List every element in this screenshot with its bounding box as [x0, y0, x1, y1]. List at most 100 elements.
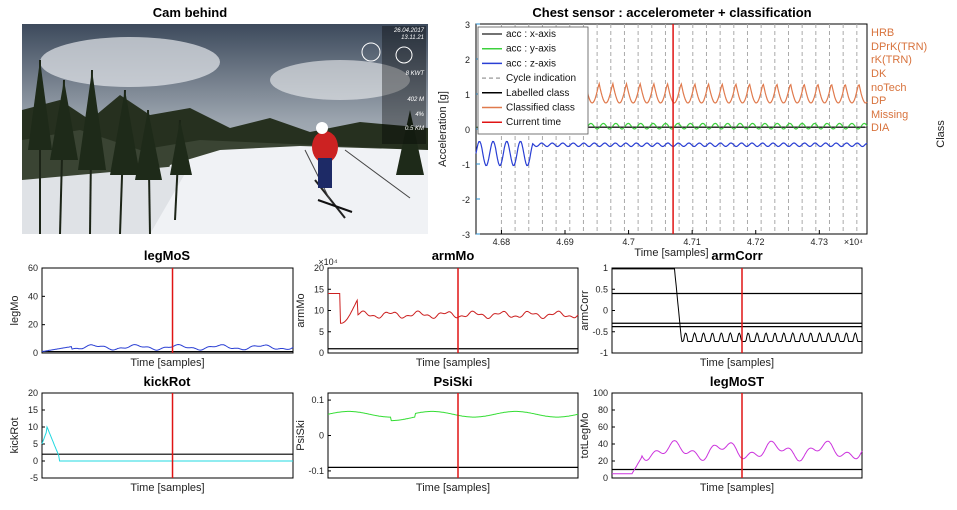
armMo-y-tick-label-1: 5	[319, 327, 324, 337]
PsiSki-y-tick-label-1: 0	[319, 431, 324, 441]
chest-right-y-label: Class	[935, 120, 947, 148]
legMoST-y-tick-label-4: 80	[598, 405, 608, 415]
chest-x-tick-label-4: 4.72	[747, 237, 765, 247]
camera-title: Cam behind	[152, 5, 228, 20]
chest-y-tick-label-0: -3	[462, 230, 470, 240]
kickRot-y-tick-label-0: -5	[30, 473, 38, 483]
legend-box	[477, 26, 589, 135]
legMoST-chart: 0 20 40 60 80 100 totLegMo Time [samples]	[579, 388, 863, 494]
chest-chart-title: Chest sensor : accelerometer + classific…	[532, 5, 812, 20]
armMo-y-tick-label-0: 0	[319, 348, 324, 358]
class-label-5: DP	[871, 95, 886, 107]
PsiSki-plot-area	[327, 392, 579, 479]
kickRot-y-tick-label-3: 10	[28, 422, 38, 432]
legMoST-plot-area	[611, 392, 863, 479]
legMoS-chart: 0 20 40 60 legMo Time [samples]	[9, 263, 294, 369]
kickRot-y-label: kickRot	[9, 417, 21, 453]
chest-y-tick-label-1: -2	[462, 195, 470, 205]
legMoST-y-tick-label-2: 40	[598, 439, 608, 449]
PsiSki-x-label: Time [samples]	[416, 482, 490, 494]
armMo-plot-area	[327, 267, 579, 354]
chest-x-tick-label-2: 4.7	[622, 237, 635, 247]
legMoS-plot-area	[41, 267, 294, 354]
legend-entry-3: Cycle indication	[506, 73, 576, 84]
chest-x-tick-label-5: 4.73	[811, 237, 829, 247]
class-label-6: Missing	[871, 109, 908, 121]
legend-entry-6: Current time	[506, 117, 561, 128]
chest-y-tick-label-4: 1	[465, 90, 470, 100]
legMoS-y-tick-label-2: 40	[28, 291, 38, 301]
chest-x-tick-label-1: 4.69	[556, 237, 574, 247]
chest-x-tick-label-3: 4.71	[683, 237, 701, 247]
legend-entry-5: Classified class	[506, 103, 575, 114]
legend-entry-2: acc : z-axis	[506, 58, 556, 69]
armCorr-title: armCorr	[711, 248, 763, 263]
legMoST-signal-line	[612, 440, 863, 475]
PsiSki-title: PsiSki	[433, 374, 473, 389]
chest-x-exponent: ×10⁴	[844, 237, 863, 247]
legend-entry-0: acc : x-axis	[506, 29, 556, 40]
armCorr-y-label: armCorr	[579, 290, 591, 331]
kickRot-y-tick-label-5: 20	[28, 388, 38, 398]
class-label-0: HRB	[871, 27, 894, 39]
acc-z-line	[475, 140, 868, 167]
kickRot-title: kickRot	[143, 374, 191, 389]
class-label-2: rK(TRN)	[871, 54, 912, 66]
PsiSki-y-tick-label-2: 0.1	[311, 395, 324, 405]
class-label-4: noTech	[871, 82, 906, 94]
classified-class-line	[545, 81, 868, 104]
chest-x-tick-label-0: 4.68	[493, 237, 511, 247]
chest-y-tick-label-6: 3	[465, 20, 470, 30]
PsiSki-y-tick-label-0: -0.1	[308, 466, 324, 476]
kickRot-chart: -5 0 5 10 15 20 kickRot Time [samples]	[9, 388, 294, 494]
armCorr-signal-line	[612, 268, 862, 342]
legMoS-x-label: Time [samples]	[130, 357, 204, 369]
armMo-signal-line	[328, 293, 579, 324]
armMo-y-tick-label-4: 20	[314, 263, 324, 273]
class-label-7: DIA	[871, 122, 890, 134]
armCorr-y-tick-label-1: -0.5	[592, 327, 608, 337]
armCorr-y-tick-label-0: -1	[600, 348, 608, 358]
legMoST-y-tick-label-0: 0	[603, 473, 608, 483]
legend-entry-4: Labelled class	[506, 88, 569, 99]
armMo-y-exponent: ×10⁴	[318, 257, 337, 267]
armMo-y-tick-label-3: 15	[314, 284, 324, 294]
armMo-x-label: Time [samples]	[416, 357, 490, 369]
PsiSki-chart: -0.1 0 0.1 PsiSki Time [samples]	[295, 392, 579, 494]
legMoS-y-label: legMo	[9, 296, 21, 326]
kickRot-y-tick-label-2: 5	[33, 439, 38, 449]
armMo-y-label: armMo	[295, 293, 307, 327]
kickRot-signal-line	[41, 425, 293, 462]
armCorr-y-tick-label-4: 1	[603, 263, 608, 273]
legMoS-title: legMoS	[143, 248, 191, 263]
chest-y-tick-label-5: 2	[465, 55, 470, 65]
PsiSki-signal-line	[327, 410, 579, 422]
class-label-1: DPrK(TRN)	[871, 41, 927, 53]
armMo-title: armMo	[431, 248, 475, 263]
armCorr-y-tick-label-3: 0.5	[595, 284, 608, 294]
kickRot-y-tick-label-4: 15	[28, 405, 38, 415]
legMoST-y-label: totLegMo	[579, 413, 591, 459]
legMoS-signal-line	[41, 343, 294, 353]
armMo-y-tick-label-2: 10	[314, 306, 324, 316]
legMoST-y-tick-label-3: 60	[598, 422, 608, 432]
legend-entry-1: acc : y-axis	[506, 44, 556, 55]
legMoS-y-tick-label-3: 60	[28, 263, 38, 273]
chest-y-tick-label-3: 0	[465, 125, 470, 135]
legMoS-y-tick-label-0: 0	[33, 348, 38, 358]
kickRot-plot-area	[41, 392, 294, 479]
armMo-chart: 0 5 10 15 20×10⁴ armMo Time [samples]	[295, 257, 579, 369]
kickRot-y-tick-label-1: 0	[33, 456, 38, 466]
PsiSki-y-label: PsiSki	[295, 420, 307, 451]
chest-x-label: Time [samples]	[634, 247, 708, 259]
chest-y-label: Acceleration [g]	[437, 91, 449, 167]
chest-y-tick-label-2: -1	[462, 160, 470, 170]
armCorr-x-label: Time [samples]	[700, 357, 774, 369]
legMoST-title: legMoST	[709, 374, 765, 389]
legMoS-y-tick-label-1: 20	[28, 320, 38, 330]
armCorr-chart: -1 -0.5 0 0.5 1 armCorr Time [samples]	[579, 263, 863, 369]
class-label-3: DK	[871, 68, 887, 80]
legMoST-y-tick-label-1: 20	[598, 456, 608, 466]
